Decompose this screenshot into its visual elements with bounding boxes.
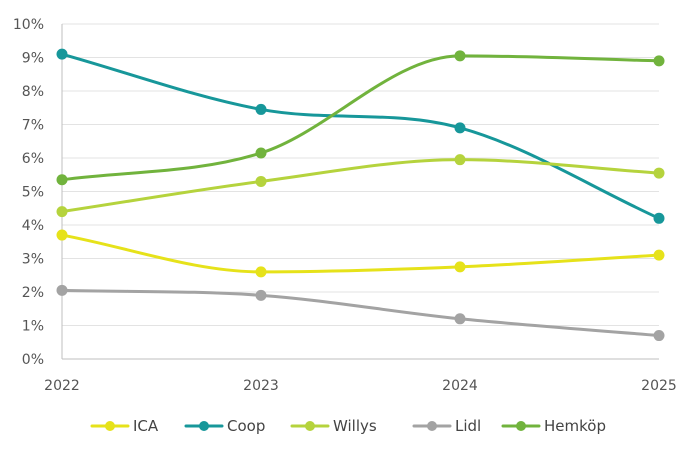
y-tick-label: 1%: [22, 319, 44, 335]
y-tick-label: 0%: [22, 352, 44, 368]
data-point: [454, 313, 466, 325]
data-point: [56, 174, 68, 186]
legend-item: Willys: [290, 417, 377, 435]
data-point: [56, 206, 68, 218]
series-willys: [56, 154, 665, 218]
legend-label: Lidl: [455, 417, 481, 435]
x-tick-label: 2022: [44, 378, 80, 394]
legend-label: Hemköp: [544, 417, 606, 435]
y-tick-label: 3%: [22, 252, 44, 268]
y-tick-label: 7%: [22, 118, 44, 134]
series-hemköp: [56, 50, 665, 186]
data-point: [255, 175, 267, 187]
data-point: [454, 50, 466, 62]
data-point: [56, 284, 68, 296]
data-point: [255, 147, 267, 159]
y-tick-label: 4%: [22, 218, 44, 234]
data-point: [653, 212, 665, 224]
y-tick-label: 2%: [22, 285, 44, 301]
series-ica: [56, 229, 665, 278]
legend-item: ICA: [90, 417, 159, 435]
y-tick-label: 9%: [22, 51, 44, 67]
series-line: [60, 233, 661, 274]
series-line: [60, 54, 661, 182]
data-point: [454, 154, 466, 166]
data-point: [56, 229, 68, 241]
legend-swatch-marker: [427, 421, 437, 431]
y-tick-label: 10%: [13, 17, 44, 33]
gridlines: [62, 23, 659, 360]
legend-item: Lidl: [412, 417, 481, 435]
legend-swatch-marker: [105, 421, 115, 431]
legend-swatch-marker: [199, 421, 209, 431]
data-point: [653, 55, 665, 67]
y-tick-label: 5%: [22, 185, 44, 201]
series-line: [60, 158, 661, 214]
data-point: [255, 103, 267, 115]
data-point: [653, 249, 665, 261]
data-point: [255, 266, 267, 278]
legend-label: ICA: [133, 417, 159, 435]
legend-label: Willys: [333, 417, 377, 435]
x-tick-label: 2024: [442, 378, 478, 394]
series-lines: [56, 48, 665, 342]
legend-label: Coop: [227, 417, 265, 435]
y-tick-label: 6%: [22, 151, 44, 167]
x-tick-label: 2025: [641, 378, 677, 394]
legend-swatch-marker: [305, 421, 315, 431]
data-point: [255, 289, 267, 301]
legend: ICA Coop Willys Lidl Hemköp: [90, 417, 606, 435]
data-point: [454, 261, 466, 273]
x-tick-label: 2023: [243, 378, 279, 394]
legend-item: Coop: [184, 417, 265, 435]
data-point: [653, 330, 665, 342]
data-point: [56, 48, 68, 60]
legend-item: Hemköp: [501, 417, 606, 435]
legend-swatch-marker: [516, 421, 526, 431]
data-point: [454, 122, 466, 134]
series-coop: [56, 48, 665, 224]
series-lidl: [56, 284, 665, 342]
series-line: [60, 52, 661, 220]
y-tick-label: 8%: [22, 84, 44, 100]
series-line: [60, 288, 661, 338]
data-point: [653, 167, 665, 179]
axes: 0% 1% 2% 3% 4% 5% 6% 7% 8% 9% 10% 2022 2023 2024 2025: [13, 17, 677, 394]
